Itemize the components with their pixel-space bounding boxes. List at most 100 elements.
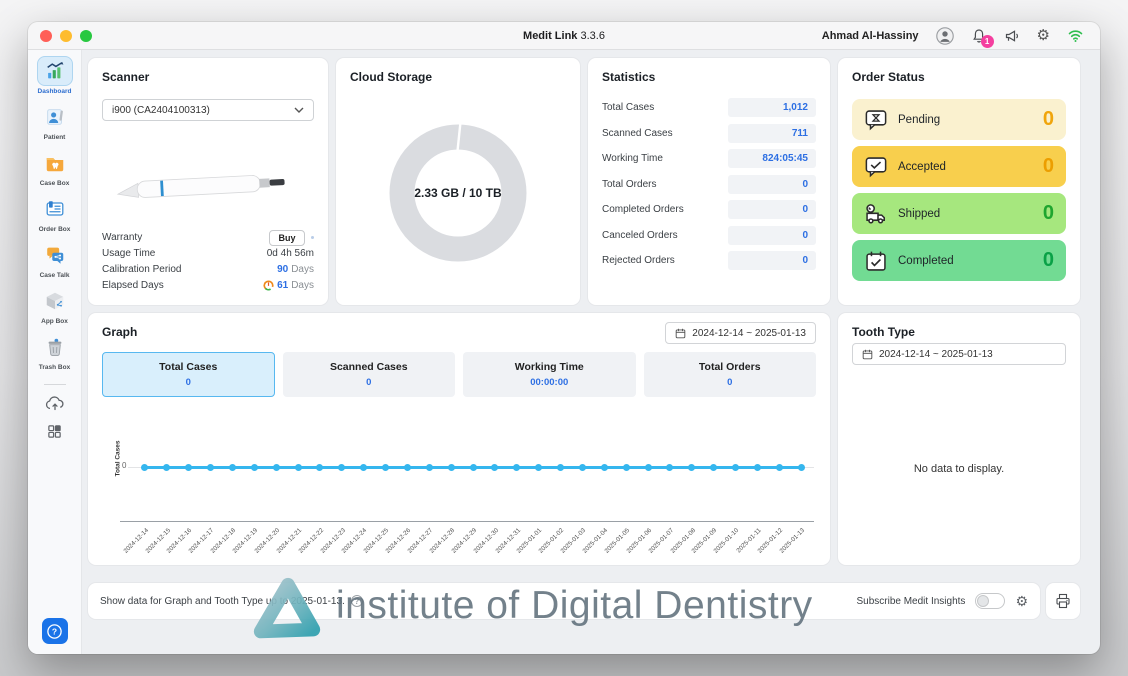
- order-status-pending[interactable]: Pending 0: [852, 99, 1066, 140]
- insights-settings-gear-icon[interactable]: ⚙: [1015, 593, 1028, 609]
- shipped-truck-icon: [864, 203, 888, 225]
- sidebar-item-case-talk[interactable]: Case Talk: [37, 240, 73, 279]
- footer-help-icon[interactable]: ?: [350, 595, 363, 607]
- usage-time-value: 0d 4h 56m: [266, 248, 314, 259]
- sidebar-item-label: Dashboard: [37, 88, 72, 95]
- graph-tab-label: Scanned Cases: [329, 361, 408, 373]
- minimize-window-button[interactable]: [60, 29, 72, 42]
- sidebar-item-label: Trash Box: [38, 364, 71, 371]
- data-point: [600, 463, 608, 471]
- graph-tab-value: 0: [727, 377, 733, 388]
- graph-tab[interactable]: Scanned Cases 0: [282, 352, 455, 397]
- scanner-title: Scanner: [102, 70, 150, 84]
- scanner-device-select[interactable]: i900 (CA2404100313): [102, 99, 314, 121]
- data-point: [491, 463, 499, 471]
- tooth-type-date-range-button[interactable]: 2024-12-14 ~ 2025-01-13: [852, 343, 1066, 365]
- data-point: [469, 463, 477, 471]
- warranty-row: Warranty Buy: [102, 229, 314, 246]
- announcements-icon[interactable]: [1004, 28, 1020, 44]
- wifi-status-icon[interactable]: [1067, 28, 1084, 43]
- data-point: [666, 463, 674, 471]
- calibration-period-row: Calibration Period 90 Days: [102, 262, 314, 277]
- data-point: [163, 463, 171, 471]
- stat-row: Completed Orders 0: [602, 200, 816, 219]
- app-version: 3.3.6: [580, 29, 605, 42]
- stat-row: Total Cases 1,012: [602, 98, 816, 117]
- order-status-accepted[interactable]: Accepted 0: [852, 146, 1066, 187]
- apps-grid-icon[interactable]: [47, 424, 62, 439]
- traffic-lights: [28, 29, 92, 42]
- data-point: [513, 463, 521, 471]
- calibration-period-label: Calibration Period: [102, 264, 182, 275]
- cloud-upload-icon[interactable]: [45, 395, 65, 412]
- data-point: [578, 463, 586, 471]
- order-status-count: 0: [1042, 108, 1054, 130]
- stat-value: 824:05:45: [728, 149, 816, 168]
- sidebar: Dashboard Patient Case Box Order Box: [28, 50, 82, 654]
- dashboard-icon: [36, 56, 73, 86]
- x-axis-labels: 2024-12-14 2024-12-15 2024-12-16 2024-12…: [122, 525, 812, 563]
- stat-value: 0: [728, 200, 816, 219]
- graph-title: Graph: [102, 325, 138, 339]
- order-status-label: Accepted: [898, 160, 946, 173]
- graph-tab-value: 0: [185, 377, 191, 388]
- close-window-button[interactable]: [40, 29, 52, 42]
- app-window: Medit Link 3.3.6 Ahmad Al-Hassiny 1 ⚙: [28, 22, 1100, 654]
- order-status-shipped[interactable]: Shipped 0: [852, 193, 1066, 234]
- subscribe-toggle[interactable]: [975, 593, 1006, 609]
- help-button[interactable]: ?: [41, 618, 68, 644]
- sidebar-item-dashboard[interactable]: Dashboard: [36, 56, 73, 95]
- sidebar-item-label: Case Box: [39, 180, 70, 187]
- order-status-completed[interactable]: Completed 0: [852, 240, 1066, 281]
- buy-button[interactable]: Buy: [269, 229, 305, 246]
- line-chart: Total Cases 0: [102, 413, 816, 563]
- warranty-info-dot: [311, 236, 314, 239]
- order-status-panel: Order Status Pending 0 Accepted 0 Ship: [838, 58, 1080, 305]
- graph-tab[interactable]: Working Time 00:00:00: [463, 352, 636, 397]
- stat-label: Working Time: [602, 153, 663, 164]
- sidebar-item-patient[interactable]: Patient: [37, 102, 73, 141]
- settings-gear-icon[interactable]: ⚙: [1036, 27, 1050, 44]
- printer-icon: [1055, 593, 1071, 609]
- stat-label: Completed Orders: [602, 204, 684, 215]
- trash-box-icon: [37, 332, 73, 362]
- pending-hourglass-bubble-icon: [864, 109, 888, 131]
- graph-tab[interactable]: Total Orders 0: [643, 352, 816, 397]
- stat-label: Total Cases: [602, 102, 655, 113]
- data-point: [272, 463, 280, 471]
- graph-date-range: 2024-12-14 ~ 2025-01-13: [692, 327, 806, 339]
- chart-data-points: [134, 463, 812, 471]
- patient-icon: [37, 102, 73, 132]
- toggle-knob: [977, 595, 990, 607]
- stat-row: Scanned Cases 711: [602, 123, 816, 143]
- sidebar-item-app-box[interactable]: App Box: [37, 286, 73, 325]
- graph-tabs: Total Cases 0 Scanned Cases 0 Working Ti…: [102, 352, 816, 397]
- order-status-label: Shipped: [898, 207, 941, 220]
- maximize-window-button[interactable]: [80, 29, 92, 42]
- sidebar-item-order-box[interactable]: Order Box: [37, 194, 73, 233]
- sidebar-item-case-box[interactable]: Case Box: [37, 148, 73, 187]
- graph-panel: Graph 2024-12-14 ~ 2025-01-13 Total Case…: [88, 313, 830, 565]
- graph-date-range-button[interactable]: 2024-12-14 ~ 2025-01-13: [665, 322, 816, 344]
- x-axis-line: [120, 521, 814, 522]
- graph-tab-value: 00:00:00: [530, 377, 569, 388]
- data-point: [753, 463, 761, 471]
- tooth-type-panel: Tooth Type 2024-12-14 ~ 2025-01-13 No da…: [838, 313, 1080, 565]
- avatar[interactable]: [935, 26, 954, 45]
- data-point: [382, 463, 390, 471]
- app-box-icon: [37, 286, 73, 316]
- sidebar-item-label: App Box: [41, 318, 68, 325]
- sidebar-item-trash-box[interactable]: Trash Box: [37, 332, 73, 371]
- completed-calendar-check-icon: [864, 250, 888, 272]
- notifications-bell-icon[interactable]: 1: [971, 28, 994, 48]
- graph-tab[interactable]: Total Cases 0: [102, 352, 275, 397]
- print-button[interactable]: [1046, 583, 1080, 619]
- data-point: [732, 463, 740, 471]
- data-point: [535, 463, 543, 471]
- graph-tab-label: Working Time: [514, 361, 584, 373]
- order-status-label: Pending: [898, 113, 941, 126]
- stat-value: 0: [728, 174, 816, 194]
- app-body: Dashboard Patient Case Box Order Box: [28, 50, 1100, 654]
- gauge-warning-icon: [263, 280, 274, 291]
- tooth-type-date-range: 2024-12-14 ~ 2025-01-13: [879, 348, 993, 360]
